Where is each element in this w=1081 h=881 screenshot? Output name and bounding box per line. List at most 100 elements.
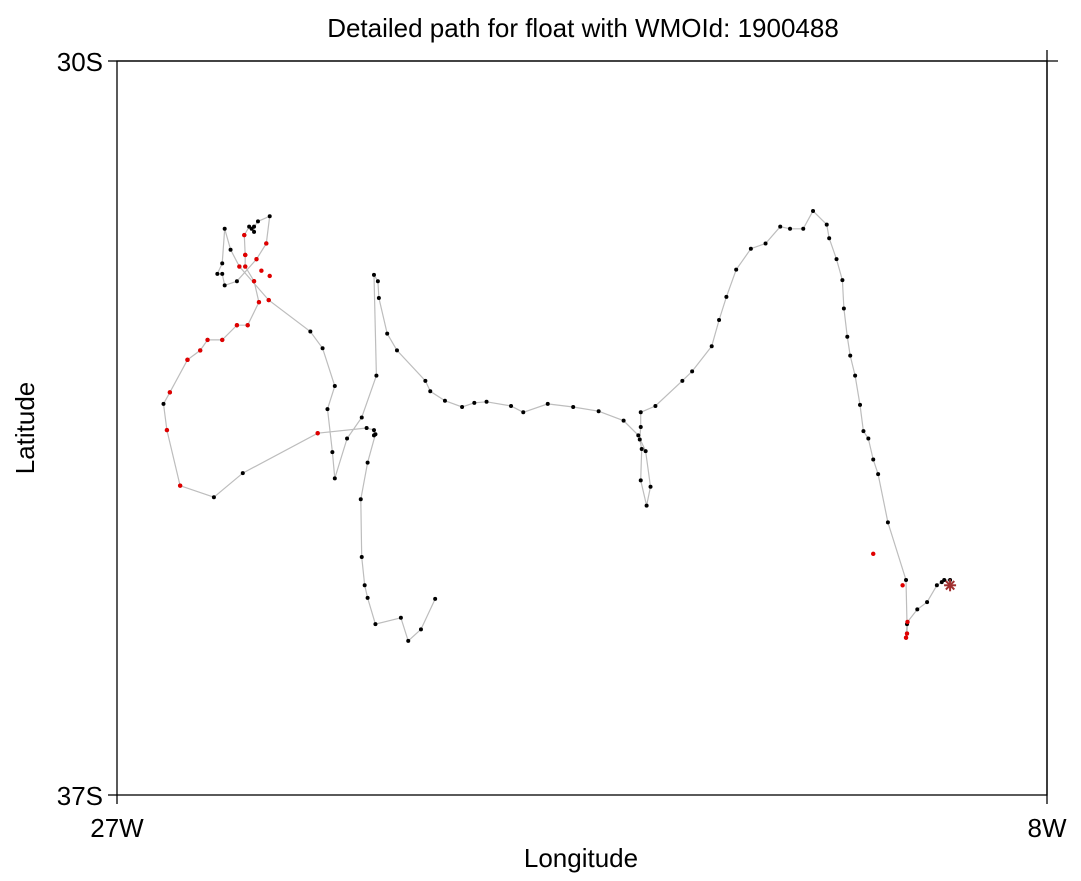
profile-point	[653, 403, 658, 408]
profile-point	[330, 450, 335, 455]
profile-point	[840, 278, 845, 283]
profile-point	[332, 384, 337, 389]
profile-point	[228, 247, 233, 252]
flagged-point	[267, 273, 272, 279]
profile-point	[364, 426, 369, 430]
profile-point	[638, 410, 643, 415]
flagged-point	[871, 551, 876, 557]
profile-point	[345, 436, 350, 441]
profile-point	[222, 226, 227, 231]
profile-point	[418, 627, 423, 632]
flagged-point	[234, 323, 240, 328]
profile-point	[376, 295, 381, 300]
profile-point	[365, 460, 370, 465]
profile-point	[648, 484, 653, 489]
profile-point	[915, 607, 920, 612]
flagged-point	[903, 635, 909, 640]
profile-point	[234, 279, 239, 284]
profile-point	[428, 389, 433, 394]
profile-point	[853, 373, 858, 378]
profile-point	[621, 418, 626, 423]
profile-point	[637, 437, 642, 442]
profile-point	[934, 583, 939, 588]
profile-point	[644, 503, 649, 508]
profile-point	[925, 600, 930, 605]
y-axis-label: Latitude	[10, 382, 40, 475]
profile-point	[220, 271, 225, 276]
profile-point	[778, 224, 783, 229]
plot-frame	[116, 60, 1048, 796]
profile-point	[734, 267, 739, 272]
profile-point	[871, 457, 876, 462]
flagged-point	[315, 431, 320, 436]
profile-point	[748, 246, 753, 251]
flagged-point	[251, 279, 257, 284]
profile-point	[423, 378, 428, 383]
flagged-point	[242, 232, 247, 238]
last-position-stroke	[945, 580, 955, 591]
profile-point	[638, 424, 643, 429]
profile-point	[359, 554, 364, 559]
profile-point	[161, 401, 166, 406]
profile-point	[398, 615, 403, 620]
profile-point	[362, 583, 367, 588]
flagged-point	[254, 256, 259, 262]
profile-point	[811, 208, 816, 213]
last-position-marker	[944, 579, 957, 592]
flagged-point	[243, 264, 248, 269]
profile-point	[222, 283, 227, 288]
flagged-point	[266, 297, 271, 303]
flagged-point	[905, 619, 910, 625]
profile-point	[717, 317, 722, 322]
profile-point	[374, 373, 379, 378]
flagged-point	[198, 348, 203, 353]
profile-point	[939, 580, 944, 585]
x-axis-label: Longitude	[524, 843, 638, 873]
profile-point	[521, 410, 526, 415]
profile-point	[596, 409, 601, 414]
flagged-point	[904, 631, 910, 636]
profile-point	[866, 436, 871, 441]
profile-point	[841, 306, 846, 311]
track-line	[162, 209, 951, 642]
flagged-point	[259, 268, 264, 273]
profile-point	[433, 596, 438, 601]
flagged-points	[164, 232, 910, 640]
axis-ticks: 27W 8W 30S 37S	[57, 47, 1067, 843]
profile-point	[371, 272, 376, 277]
profile-point	[885, 520, 890, 525]
profile-point	[680, 378, 685, 383]
profile-point	[247, 224, 252, 229]
profile-point	[690, 369, 695, 374]
float-track	[162, 209, 951, 642]
profile-point	[215, 271, 220, 276]
profile-point	[220, 261, 225, 266]
profile-point	[375, 279, 380, 284]
profile-points	[161, 208, 953, 643]
profile-point	[484, 399, 489, 404]
profile-point	[861, 429, 866, 434]
profile-point	[904, 578, 909, 583]
profile-point	[385, 331, 390, 336]
profile-point	[371, 428, 376, 433]
x-tick-label-1: 8W	[1028, 813, 1067, 843]
chart-title: Detailed path for float with WMOId: 1900…	[327, 13, 839, 43]
profile-point	[252, 229, 257, 234]
profile-point	[709, 344, 714, 349]
profile-point	[394, 348, 399, 353]
profile-point	[545, 401, 550, 406]
profile-point	[460, 405, 465, 410]
flagged-point	[205, 337, 210, 343]
profile-point	[801, 226, 806, 231]
profile-point	[858, 402, 863, 407]
flagged-point	[185, 357, 190, 363]
profile-point	[638, 478, 643, 483]
flagged-point	[900, 583, 905, 588]
profile-point	[788, 226, 793, 231]
profile-point	[643, 449, 648, 454]
flagged-point	[167, 390, 173, 395]
profile-point	[320, 346, 325, 351]
flagged-point	[264, 241, 269, 246]
profile-point	[639, 446, 644, 451]
